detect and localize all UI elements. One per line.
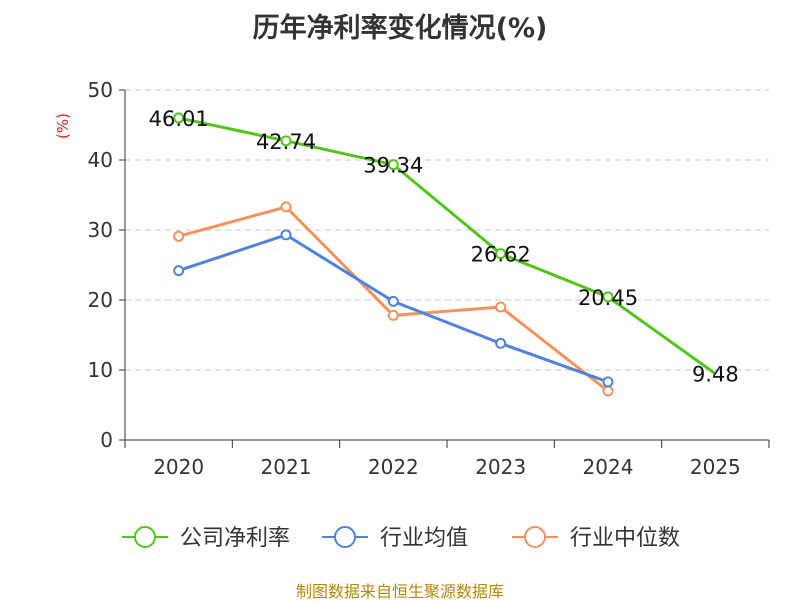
legend-marker: [134, 526, 156, 548]
data-point: [602, 376, 614, 388]
y-tick-label: 20: [88, 288, 113, 312]
data-point: [495, 301, 507, 313]
data-point: [495, 337, 507, 349]
legend-marker: [524, 526, 546, 548]
data-point: [173, 230, 185, 242]
data-labels: 46.01 42.74 39.34 26.62 20.45 9.48: [149, 107, 739, 387]
y-axis-label: (%): [54, 113, 72, 139]
data-label: 26.62: [471, 243, 531, 267]
data-point: [602, 385, 614, 397]
x-tick-label: 2021: [261, 455, 312, 479]
data-point: [387, 159, 399, 171]
x-tick-label: 2023: [475, 455, 526, 479]
x-tick-label: 2025: [690, 455, 741, 479]
data-label: 20.45: [578, 286, 638, 310]
x-tick-label: 2020: [153, 455, 204, 479]
legend-marker: [334, 526, 356, 548]
data-point: [280, 229, 292, 241]
x-tick-label: 2024: [583, 455, 634, 479]
legend-label: 公司净利率: [180, 526, 290, 551]
series-lines: [173, 112, 717, 397]
legend: 公司净利率 行业均值 行业中位数: [122, 526, 680, 551]
y-tick-label: 50: [88, 78, 113, 102]
y-tick-label: 40: [88, 148, 113, 172]
data-point: [280, 201, 292, 213]
data-label: 46.01: [149, 107, 209, 131]
data-point: [280, 135, 292, 147]
y-tick-label: 10: [88, 358, 113, 382]
data-point: [387, 295, 399, 307]
data-point: [173, 112, 185, 124]
chart-title: 历年净利率变化情况(%): [252, 13, 548, 44]
series-line-1: [178, 233, 609, 384]
data-label: 39.34: [363, 154, 423, 178]
gridlines: [125, 89, 769, 371]
data-point: [173, 265, 185, 277]
y-tick-label: 30: [88, 218, 113, 242]
data-point: [495, 248, 507, 260]
data-point: [602, 291, 614, 303]
series-line-0: [178, 116, 717, 375]
data-label: 42.74: [256, 130, 316, 154]
legend-label: 行业均值: [380, 526, 468, 551]
data-label: 9.48: [692, 363, 739, 387]
y-tick-label: 0: [100, 428, 113, 452]
axes: 0 10 20 30 40 50 2020 2021 2022 2023 2024 2025 (%): [54, 78, 770, 479]
data-point: [387, 309, 399, 321]
source-note: 制图数据来自恒生聚源数据库: [295, 582, 504, 601]
x-tick-label: 2022: [368, 455, 419, 479]
legend-label: 行业中位数: [570, 526, 680, 551]
